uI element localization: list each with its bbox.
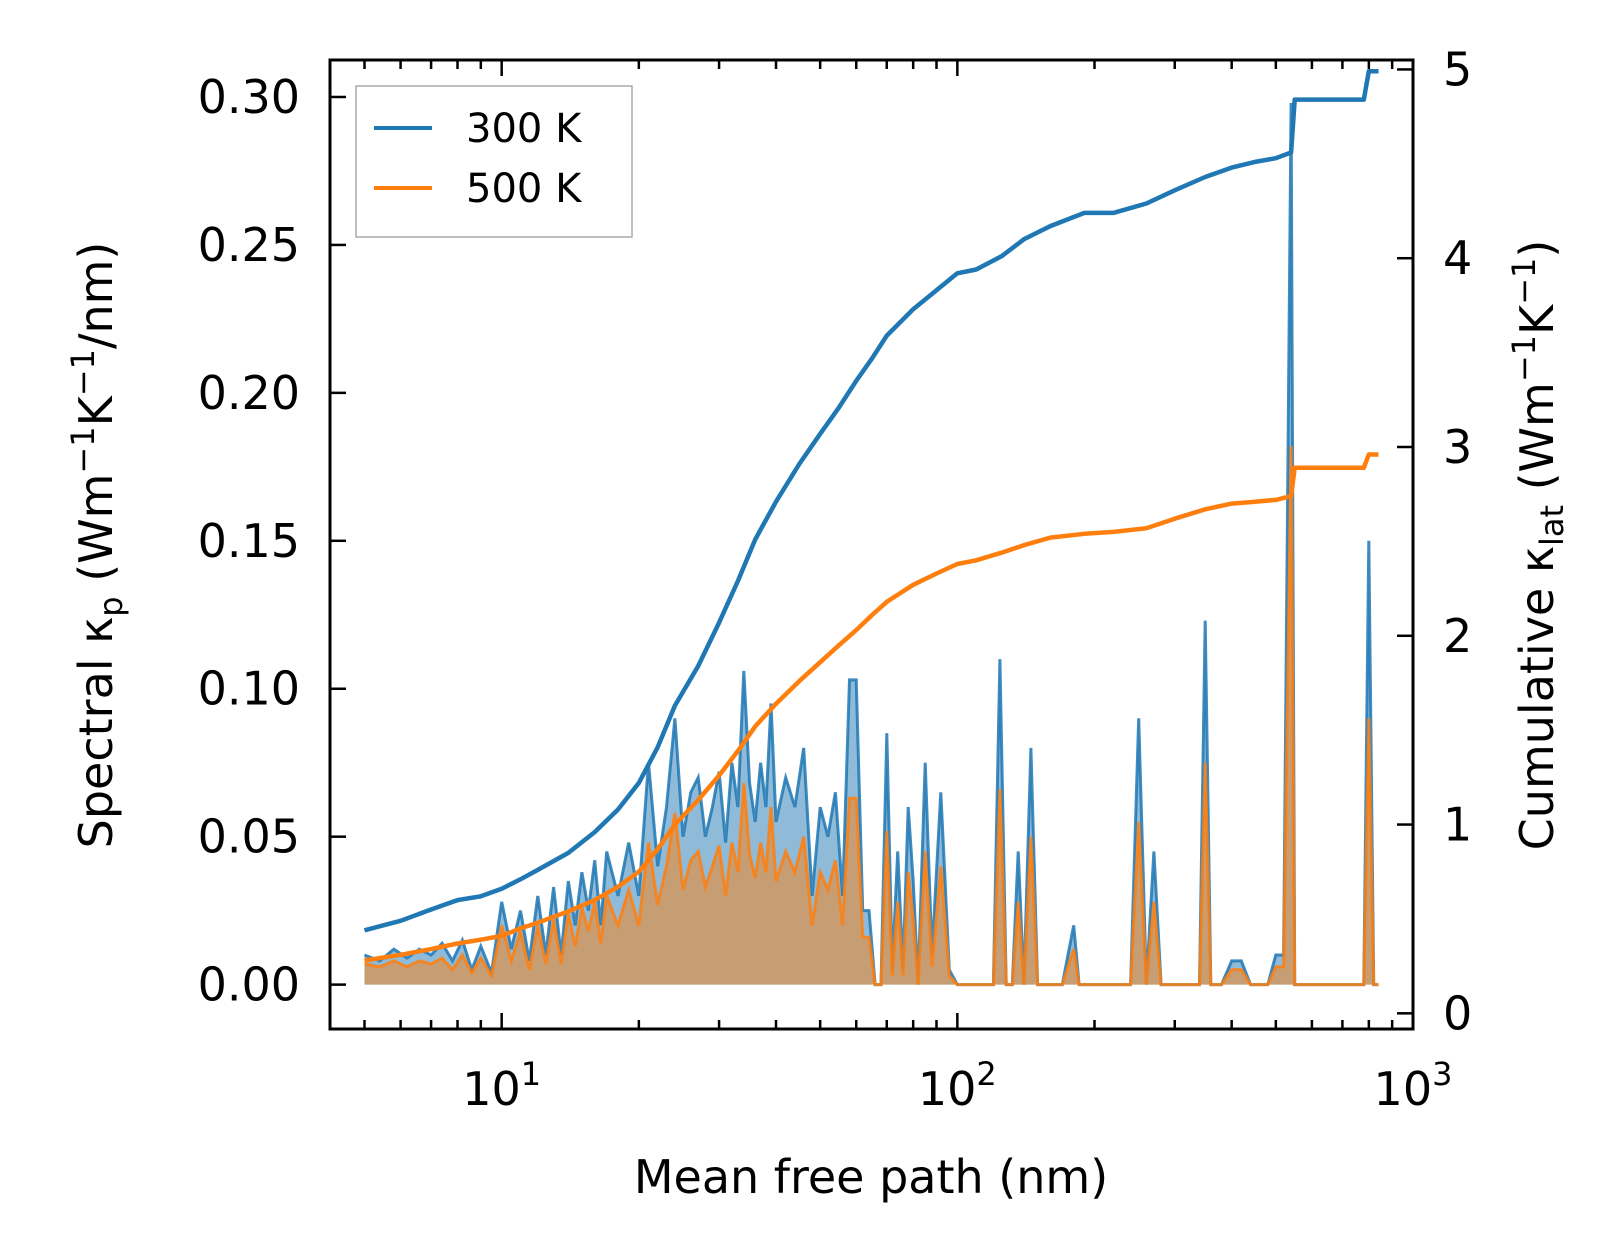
y-tick-label-left: 0.10 (198, 662, 300, 716)
spectral-fill-group (363, 102, 1379, 987)
cumulative-line-group (363, 69, 1379, 963)
y-tick-label-left: 0.30 (198, 70, 300, 124)
y-tick-label-left: 0.05 (198, 810, 300, 864)
x-tick-label: 103 (1374, 1055, 1453, 1116)
legend-label-300K: 300 K (466, 106, 583, 152)
tick-label-group: 101 102 103 0.00 0.05 0.10 0.15 0.20 0.25 0.30 0 1 2… (198, 42, 1473, 1116)
y-axis-title-left: Spectral κp (Wm−1K−1/nm) (64, 242, 130, 849)
plot-frame (328, 58, 1415, 1031)
y-tick-label-right: 1 (1443, 798, 1472, 852)
y-tick-label-right: 5 (1443, 42, 1472, 96)
spectral-line-500K (364, 446, 1379, 987)
y-tick-label-left: 0.25 (198, 218, 300, 272)
x-axis-title: Mean free path (nm) (634, 1150, 1108, 1204)
y-tick-label-right: 4 (1443, 231, 1472, 285)
cumulative-line-300K (363, 69, 1379, 933)
y-tick-label-right: 0 (1443, 986, 1472, 1040)
y-tick-label-left: 0.20 (198, 366, 300, 420)
y-tick-label-right: 2 (1443, 609, 1472, 663)
y-axis-title-right: Cumulative κlat (Wm−1K−1) (1505, 240, 1571, 851)
x-tick-label: 101 (462, 1055, 541, 1116)
legend-box (355, 85, 633, 238)
y-tick-label-left: 0.00 (198, 958, 300, 1012)
legend: 300 K 500 K (355, 85, 633, 238)
cumulative-line-500K (364, 452, 1379, 963)
legend-label-500K: 500 K (466, 166, 583, 212)
y-tick-label-right: 3 (1443, 420, 1472, 474)
y-tick-label-left: 0.15 (198, 514, 300, 568)
x-tick-label: 102 (918, 1055, 997, 1116)
